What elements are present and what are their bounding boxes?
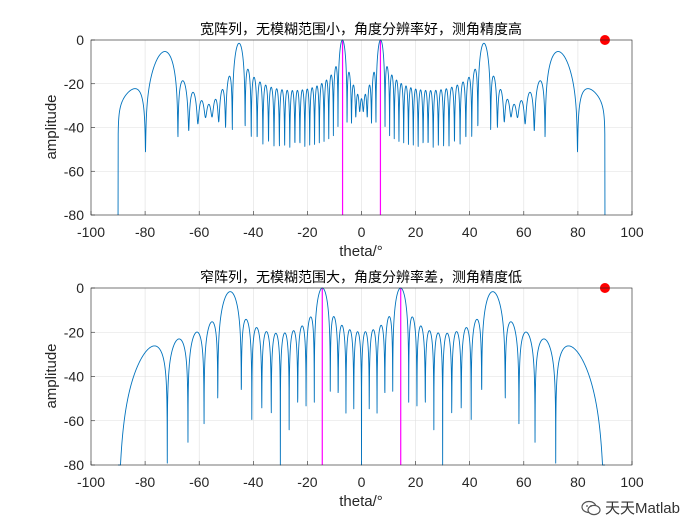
y-tick-label: -40: [64, 120, 84, 136]
x-tick-label: 80: [570, 224, 586, 240]
x-tick-label: -20: [297, 224, 317, 240]
chart-title: 窄阵列，无模糊范围大，角度分辨率差，测角精度低: [200, 269, 522, 286]
y-tick-labels: 0 -20 -40 -60 -80: [64, 280, 84, 473]
x-tick-label: -100: [77, 224, 105, 240]
x-tick-label: 100: [620, 224, 644, 240]
target-lines: [341, 40, 382, 215]
x-tick-label: -60: [189, 224, 209, 240]
wechat-icon: [581, 500, 601, 515]
x-tick-label: 0: [358, 224, 366, 240]
x-tick-label: -40: [243, 474, 263, 490]
x-tick-label: -80: [135, 224, 155, 240]
x-tick-label: 40: [462, 474, 478, 490]
y-tick-label: 0: [76, 32, 84, 48]
y-tick-label: -20: [64, 76, 84, 92]
axes-box: [90, 287, 633, 466]
x-tick-label: 20: [408, 224, 424, 240]
top-chart-axes: -100 -80 -60 -40 -20 0 20 40 60 80 100 0-20-40-60-…: [43, 21, 644, 260]
axes-box: [90, 39, 633, 216]
y-axis-label: amplitude: [43, 343, 60, 408]
y-tick-labels: 0 -20 -40 -60 -80: [64, 32, 84, 223]
pattern-line: [117, 39, 606, 216]
target-lines: [321, 288, 402, 465]
y-tick-label: -60: [64, 163, 84, 179]
y-tick-label: 0: [76, 280, 84, 296]
x-tick-label: 60: [516, 224, 532, 240]
x-tick-label: 40: [462, 224, 478, 240]
x-axis-label: theta/°: [339, 243, 383, 260]
x-tick-label: -100: [77, 474, 105, 490]
x-tick-label: -60: [189, 474, 209, 490]
bottom-chart-axes: -100 -80 -60 -40 -20 0 20 40 60 80 100 0-20-40-60-…: [43, 269, 644, 510]
watermark-text: 天天Matlab: [604, 500, 680, 517]
x-tick-label: 20: [408, 474, 424, 490]
y-tick-label: -80: [64, 457, 84, 473]
y-tick-label: -20: [64, 324, 84, 340]
x-tick-labels: -100 -80 -60 -40 -20 0 20 40 60 80 100: [77, 224, 644, 240]
x-tick-label: 60: [516, 474, 532, 490]
x-tick-label: -80: [135, 474, 155, 490]
y-tick-label: -60: [64, 413, 84, 429]
y-tick-label: -80: [64, 207, 84, 223]
x-tick-label: 80: [570, 474, 586, 490]
x-tick-label: 0: [358, 474, 366, 490]
y-axis-label: amplitude: [43, 94, 60, 159]
x-tick-labels: -100 -80 -60 -40 -20 0 20 40 60 80 100: [77, 474, 644, 490]
pattern-curve: [117, 39, 606, 216]
x-tick-label: -20: [297, 474, 317, 490]
chart-title: 宽阵列，无模糊范围小，角度分辨率好，测角精度高: [200, 21, 522, 38]
y-tick-label: -40: [64, 369, 84, 385]
x-axis-label: theta/°: [339, 493, 383, 510]
x-tick-label: -40: [243, 224, 263, 240]
watermark: 天天Matlab: [581, 497, 680, 518]
x-tick-label: 100: [620, 474, 644, 490]
